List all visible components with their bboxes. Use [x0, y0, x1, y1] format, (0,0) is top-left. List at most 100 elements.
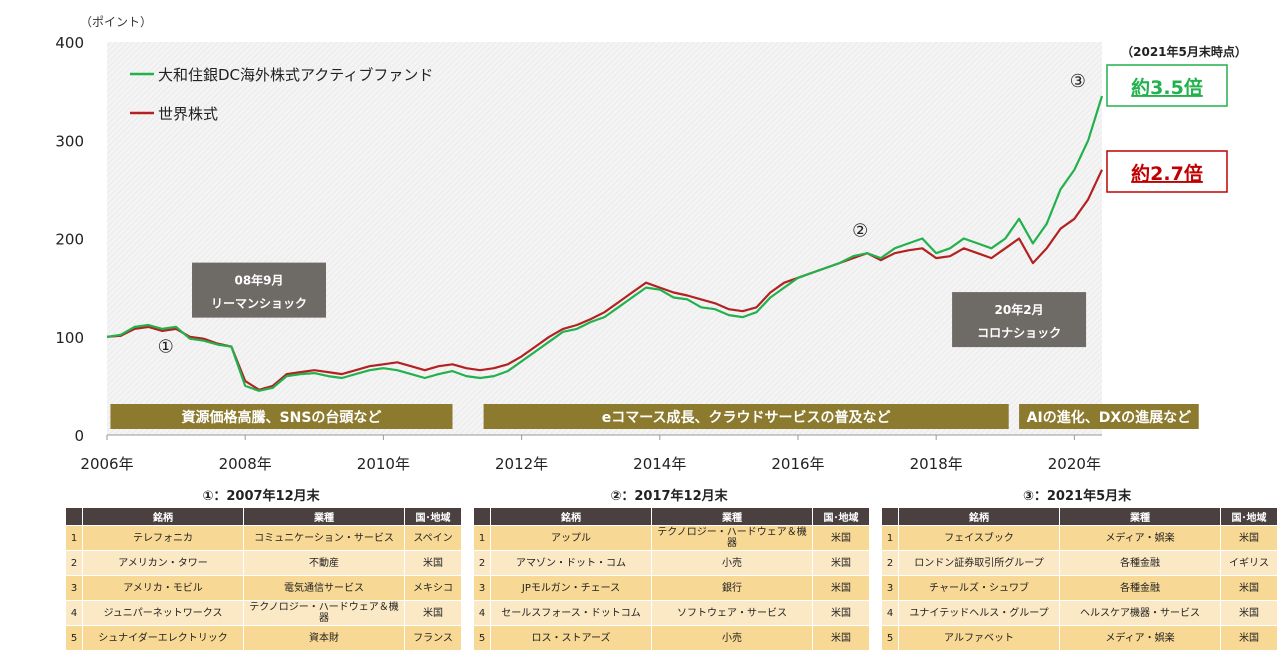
series-line-world [106, 169, 1103, 391]
holdings-table-1: ①：2007年12月末 銘柄 業種 国･地域 1 テレフォニカ コミュニケーション・サービ… [65, 487, 462, 651]
table-cell: アメリカン・タワー [82, 550, 244, 576]
x-tick-label: 2018年 [910, 455, 963, 473]
rank-cell: 5 [473, 625, 491, 651]
table-cell: 米国 [812, 550, 870, 576]
rank-cell: 1 [473, 525, 491, 551]
multiplier-box [1106, 64, 1228, 107]
table-header-cell [65, 507, 83, 526]
era-band-label: eコマース成長、クラウドサービスの普及など [602, 409, 891, 426]
table-row: 3 JPモルガン・チェース 銀行 米国 [473, 575, 870, 601]
table-cell: 電気通信サービス [243, 575, 405, 601]
table-header-cell: 業種 [1059, 507, 1221, 526]
era-band [1019, 404, 1199, 429]
table-grid: 銘柄 業種 国･地域 1 アップル テクノロジー・ハードウェア＆機器 米国 2 アマゾン・ドット… [473, 507, 870, 651]
table-cell: シュナイダーエレクトリック [82, 625, 244, 651]
table-header-cell [473, 507, 491, 526]
table-title: ③：2021年5月末 [1022, 489, 1132, 504]
table-row: 2 アマゾン・ドット・コム 小売 米国 [473, 550, 870, 576]
y-tick-label: 300 [55, 132, 84, 150]
table-row: 5 シュナイダーエレクトリック 資本財 フランス [65, 625, 462, 651]
table-cell: コミュニケーション・サービス [243, 525, 405, 551]
x-tick-label: 2008年 [219, 455, 272, 473]
table-cell: メディア・娯楽 [1059, 625, 1221, 651]
date-note: （2021年5月末時点） [1121, 44, 1247, 59]
table-header-row: 銘柄 業種 国･地域 [473, 507, 870, 526]
rank-cell: 4 [473, 600, 491, 626]
era-band [110, 404, 453, 429]
rank-cell: 5 [65, 625, 83, 651]
table-cell: アルファベット [898, 625, 1060, 651]
table-cell: メディア・娯楽 [1059, 525, 1221, 551]
table-cell: ロンドン証券取引所グループ [898, 550, 1060, 576]
table-title: ①：2007年12月末 [202, 489, 320, 504]
table-row: 3 チャールズ・シュワブ 各種金融 米国 [881, 575, 1278, 601]
table-cell: JPモルガン・チェース [490, 575, 652, 601]
series-line-fund [106, 95, 1104, 392]
x-tick-label: 2014年 [633, 455, 686, 473]
rank-cell: 3 [881, 575, 899, 601]
event-box [952, 292, 1087, 348]
table-cell: 小売 [651, 550, 813, 576]
table-title: ②：2017年12月末 [610, 489, 728, 504]
table-cell: アップル [490, 525, 652, 551]
rank-cell: 1 [65, 525, 83, 551]
table-cell: テレフォニカ [82, 525, 244, 551]
table-cell: 米国 [404, 550, 462, 576]
multiplier-box [1106, 150, 1228, 193]
x-tick-label: 2016年 [771, 455, 824, 473]
table-cell: 米国 [812, 575, 870, 601]
multiplier-label: 約2.7倍 [1131, 162, 1203, 185]
x-tick-label: 2012年 [495, 455, 548, 473]
table-cell: フェイスブック [898, 525, 1060, 551]
rank-cell: 4 [65, 600, 83, 626]
x-tick-label: 2006年 [80, 455, 133, 473]
table-cell: イギリス [1220, 550, 1278, 576]
table-cell: 不動産 [243, 550, 405, 576]
table-header-row: 銘柄 業種 国･地域 [65, 507, 462, 526]
table-cell: ヘルスケア機器・サービス [1059, 600, 1221, 626]
table-cell: 米国 [812, 600, 870, 626]
table-cell: 米国 [1220, 625, 1278, 651]
event-box [192, 262, 327, 318]
multiplier-label: 約3.5倍 [1131, 76, 1203, 99]
table-row: 4 ジュニパーネットワークス テクノロジー・ハードウェア＆機器 米国 [65, 600, 462, 626]
table-cell: 米国 [1220, 525, 1278, 551]
rank-cell: 3 [473, 575, 491, 601]
table-grid: 銘柄 業種 国･地域 1 フェイスブック メディア・娯楽 米国 2 ロンドン証券取引所グループ各… [881, 507, 1278, 651]
table-cell: 小売 [651, 625, 813, 651]
table-cell: メキシコ [404, 575, 462, 601]
table-cell: ユナイテッドヘルス・グループ [898, 600, 1060, 626]
table-header-cell: 国･地域 [1220, 507, 1278, 526]
x-tick-label: 2010年 [357, 455, 410, 473]
table-row: 4 ユナイテッドヘルス・グループ ヘルスケア機器・サービス 米国 [881, 600, 1278, 626]
rank-cell: 4 [881, 600, 899, 626]
table-row: 1 フェイスブック メディア・娯楽 米国 [881, 525, 1278, 551]
point-marker: ② [852, 221, 868, 242]
y-unit-label: （ポイント） [80, 15, 152, 29]
table-cell: テクノロジー・ハードウェア＆機器 [651, 525, 813, 551]
table-cell: 米国 [404, 600, 462, 626]
event-box-title: 20年2月 [995, 302, 1044, 317]
event-box-subtitle: コロナショック [977, 326, 1061, 340]
table-cell: ソフトウェア・サービス [651, 600, 813, 626]
table-header-cell: 銘柄 [82, 507, 244, 526]
table-header-cell [881, 507, 899, 526]
event-box-title: 08年9月 [234, 273, 283, 288]
table-row: 1 アップル テクノロジー・ハードウェア＆機器 米国 [473, 525, 870, 551]
rank-cell: 2 [473, 550, 491, 576]
table-row: 2 ロンドン証券取引所グループ 各種金融 イギリス [881, 550, 1278, 576]
table-cell: 米国 [812, 525, 870, 551]
table-row: 5 ロス・ストアーズ 小売 米国 [473, 625, 870, 651]
rank-cell: 3 [65, 575, 83, 601]
era-band-label: AIの進化、DXの進展など [1027, 409, 1191, 426]
table-header-row: 銘柄 業種 国･地域 [881, 507, 1278, 526]
table-grid: 銘柄 業種 国･地域 1 テレフォニカ コミュニケーション・サービス スペイン 2 アメリカン・… [65, 507, 462, 651]
holdings-table-2: ②：2017年12月末 銘柄 業種 国･地域 1 アップル テクノロジー・ハードウェア＆機… [473, 487, 870, 651]
table-cell: 米国 [1220, 600, 1278, 626]
table-cell: セールスフォース・ドットコム [490, 600, 652, 626]
table-header-cell: 銘柄 [898, 507, 1060, 526]
performance-chart: （ポイント） 0 100 200 300 400 2006年 2008年 2010年 2012年… [55, 15, 1247, 473]
y-tick-label: 0 [74, 427, 84, 445]
table-row: 1 テレフォニカ コミュニケーション・サービス スペイン [65, 525, 462, 551]
table-header-cell: 国･地域 [404, 507, 462, 526]
